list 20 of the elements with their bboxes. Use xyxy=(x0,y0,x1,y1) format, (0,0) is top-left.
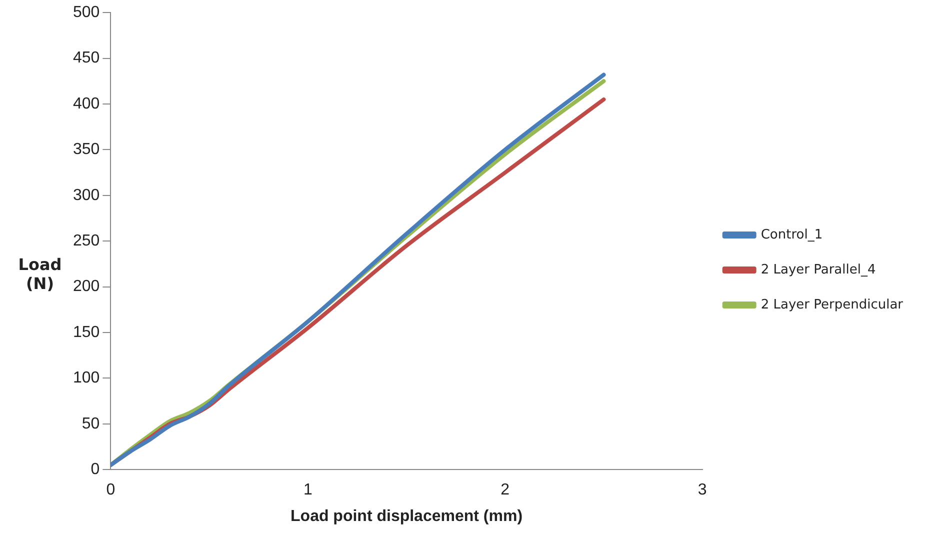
x-tick-label: 2 xyxy=(500,482,510,499)
x-tick-label: 3 xyxy=(698,482,707,499)
y-tick-label: 200 xyxy=(72,278,100,296)
y-tick-label: 100 xyxy=(72,370,100,387)
legend-label: 2 Layer Perpendicular xyxy=(760,297,904,312)
y-tick-label: 50 xyxy=(82,415,100,432)
x-tick-label: 0 xyxy=(106,482,116,499)
y-tick-label: 250 xyxy=(72,232,100,250)
legend-label: 2 Layer Parallel_4 xyxy=(760,262,876,278)
x-axis-title: Load point displacement (mm) xyxy=(290,508,523,525)
y-tick-label: 400 xyxy=(72,95,100,112)
y-tick-label: 300 xyxy=(72,186,100,204)
y-tick-label: 500 xyxy=(72,4,100,22)
x-tick-label: 1 xyxy=(303,482,312,499)
y-tick-label: 0 xyxy=(90,461,100,478)
y-tick-label: 450 xyxy=(72,50,100,67)
y-axis-title: Load (N) xyxy=(17,255,63,293)
y-tick-label: 150 xyxy=(72,324,100,341)
legend-label: Control_1 xyxy=(760,227,823,242)
y-tick-label: 350 xyxy=(72,141,100,158)
